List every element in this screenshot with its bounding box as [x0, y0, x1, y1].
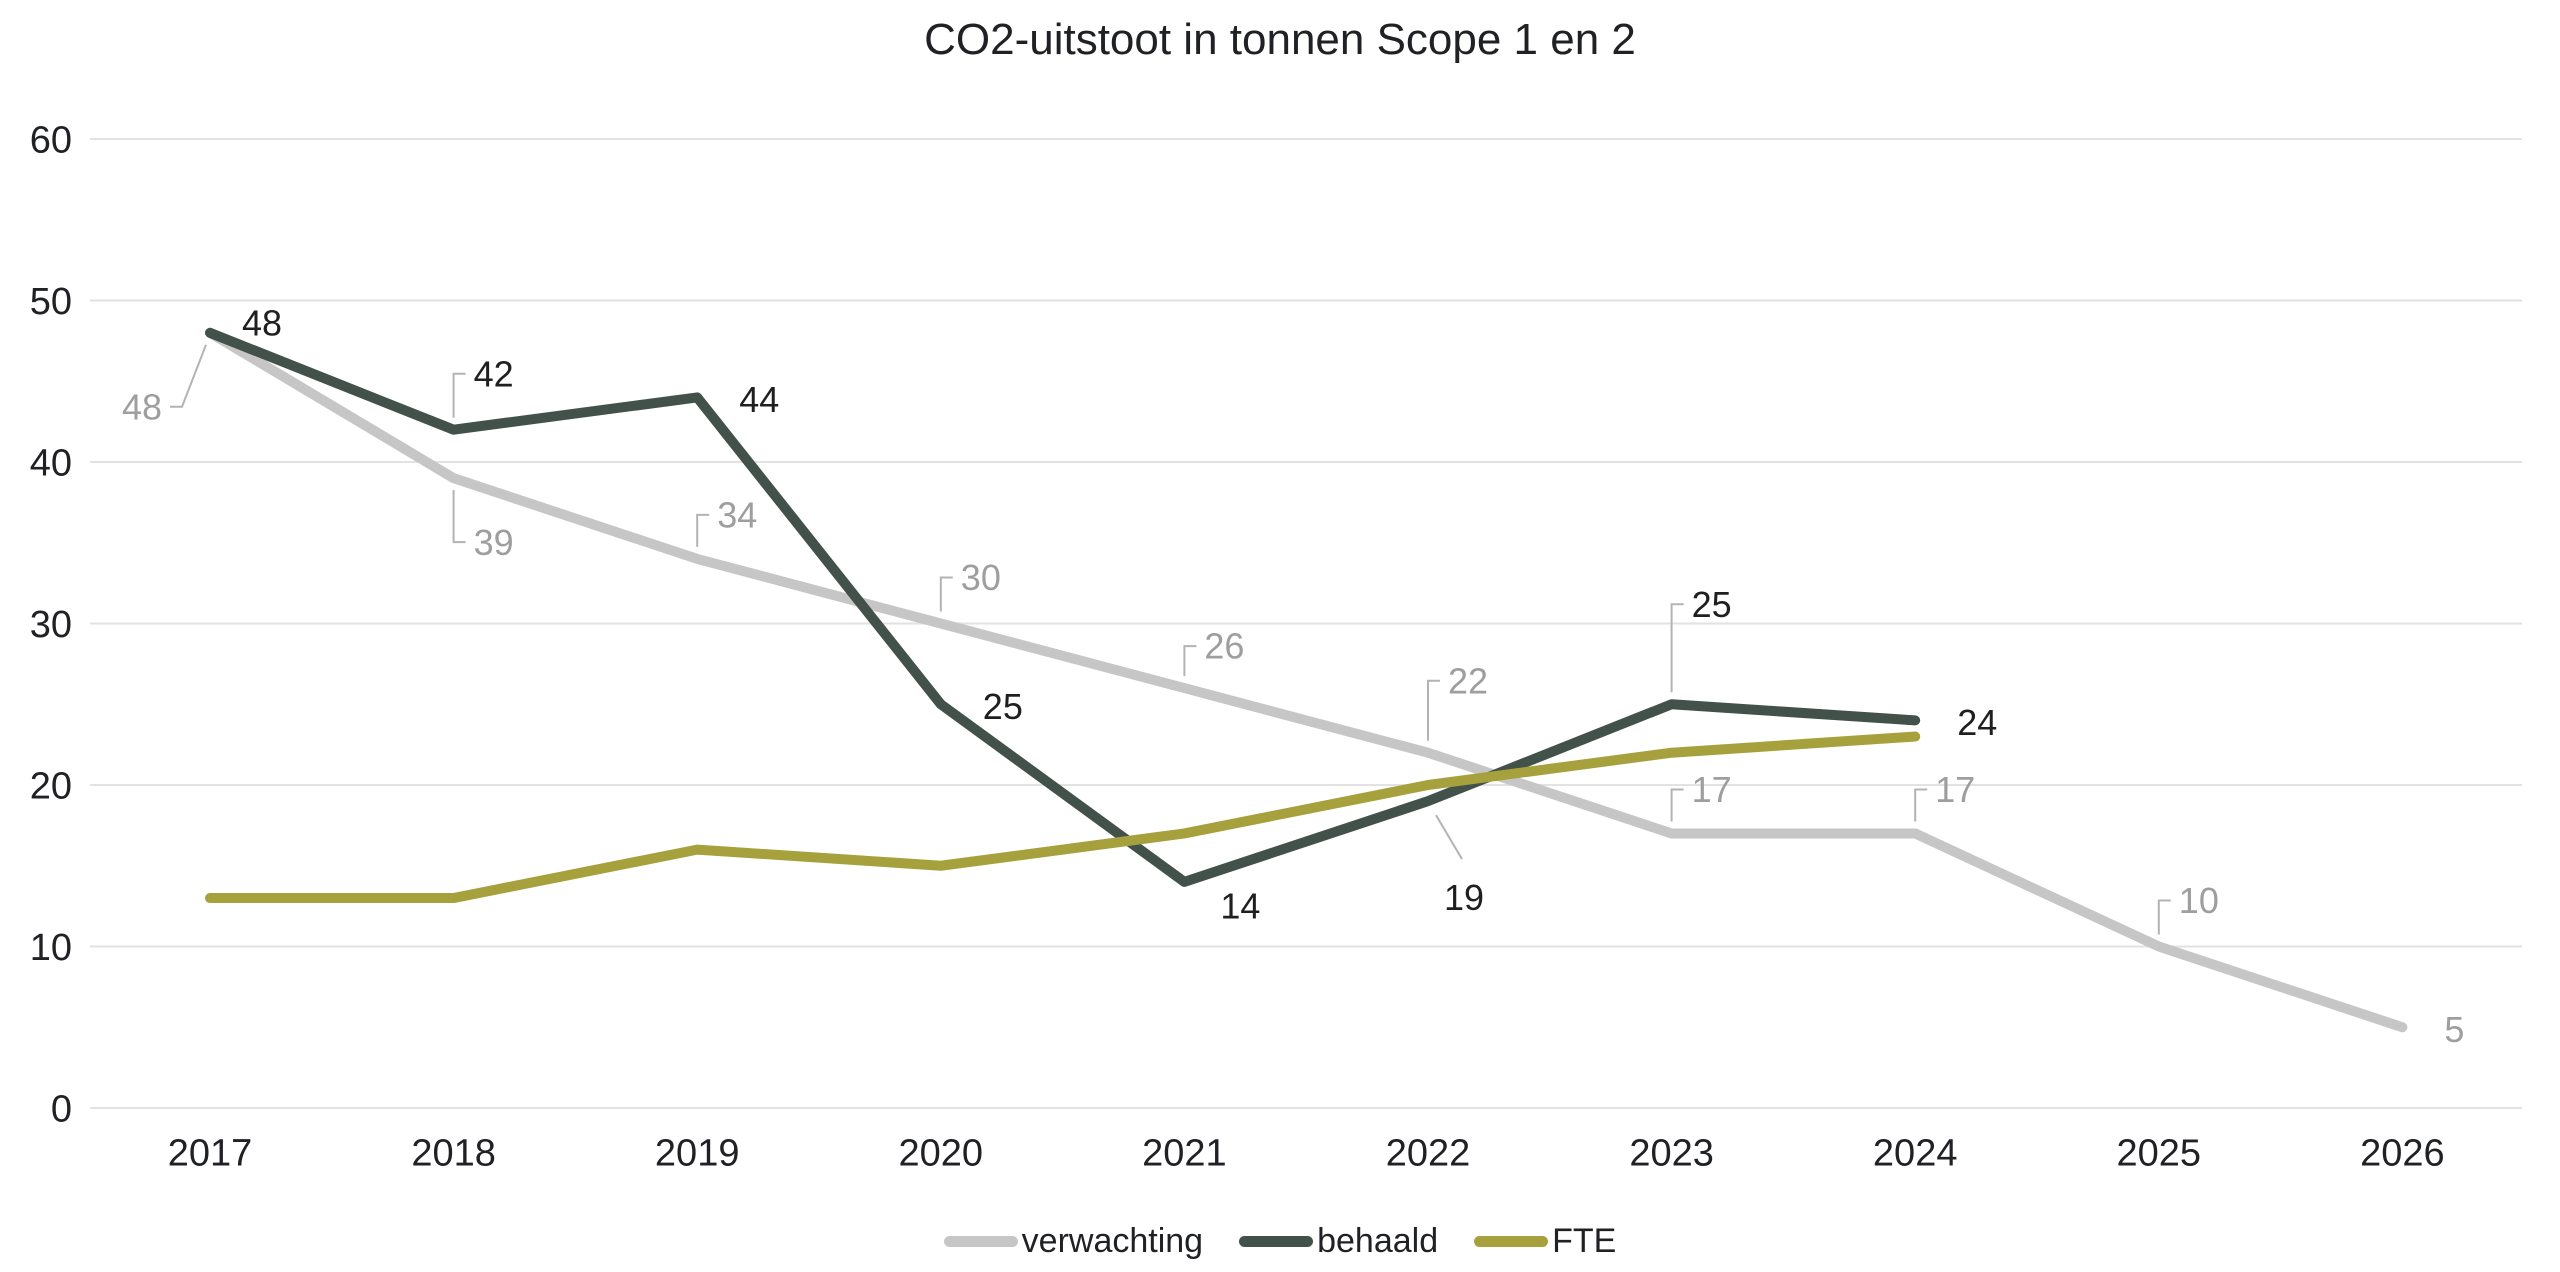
data-label-verwachting-2021: 26: [1204, 626, 1244, 667]
x-axis-label-2024: 2024: [1873, 1132, 1958, 1174]
legend-swatch-FTE: [1474, 1235, 1549, 1247]
data-label-verwachting-2019: 34: [717, 495, 757, 536]
series-line-verwachting[interactable]: [205, 327, 2408, 1033]
label-callout: [1435, 814, 1463, 860]
x-axis-label-2023: 2023: [1629, 1132, 1714, 1174]
data-label-verwachting-2026: 5: [2444, 1009, 2464, 1050]
y-axis-label-50: 50: [30, 281, 72, 323]
legend-swatch-verwachting: [943, 1235, 1018, 1247]
label-callout: [1183, 645, 1197, 677]
x-axis-label-2021: 2021: [1142, 1132, 1227, 1174]
y-axis-label-10: 10: [30, 927, 72, 969]
legend-label-FTE: FTE: [1552, 1221, 1617, 1260]
y-axis-label-40: 40: [30, 442, 72, 484]
label-callout: [696, 513, 710, 547]
y-axis-label-0: 0: [51, 1088, 72, 1130]
x-axis-label-2017: 2017: [168, 1132, 253, 1174]
data-label-behaald-2017: 48: [242, 302, 282, 343]
legend-item-FTE[interactable]: FTE: [1474, 1222, 1616, 1261]
y-axis-label-20: 20: [30, 765, 72, 807]
data-label-verwachting-2024: 17: [1935, 769, 1975, 810]
label-callout: [2157, 899, 2171, 935]
label-callout: [170, 344, 207, 408]
x-axis-label-2026: 2026: [2360, 1132, 2445, 1174]
x-axis-label-2022: 2022: [1386, 1132, 1471, 1174]
legend-label-verwachting: verwachting: [1021, 1221, 1204, 1260]
series-line-FTE[interactable]: [205, 731, 1921, 904]
legend-label-behaald: behaald: [1317, 1221, 1439, 1260]
y-axis-label-30: 30: [30, 604, 72, 646]
data-label-verwachting-2017: 48: [122, 386, 162, 427]
legend-item-verwachting[interactable]: verwachting: [943, 1221, 1204, 1261]
y-axis-label-60: 60: [30, 119, 72, 161]
series-line-behaald[interactable]: [205, 327, 1921, 887]
data-label-behaald-2018: 42: [474, 353, 514, 394]
label-callout: [1670, 603, 1684, 693]
x-axis-label-2020: 2020: [899, 1132, 984, 1174]
data-label-verwachting-2022: 22: [1448, 660, 1488, 701]
x-axis-label-2019: 2019: [655, 1132, 740, 1174]
label-callout: [1914, 788, 1928, 822]
label-callout: [939, 576, 953, 612]
label-callout: [1670, 788, 1684, 822]
data-label-verwachting-2018: 39: [474, 522, 514, 563]
data-label-verwachting-2023: 17: [1692, 769, 1732, 810]
label-callout: [452, 490, 466, 544]
data-label-behaald-2023: 25: [1692, 584, 1732, 625]
data-label-behaald-2021: 14: [1220, 886, 1260, 927]
label-callout: [1427, 679, 1440, 741]
legend-item-behaald[interactable]: behaald: [1239, 1222, 1438, 1261]
data-label-behaald-2019: 44: [739, 379, 779, 420]
data-label-verwachting-2025: 10: [2179, 880, 2219, 921]
data-label-behaald-2022: 19: [1444, 877, 1484, 918]
label-callout: [452, 372, 466, 418]
chart-legend: verwachting behaald FTE: [0, 1218, 2560, 1264]
x-axis-label-2025: 2025: [2117, 1132, 2202, 1174]
data-label-behaald-2024: 24: [1957, 702, 1997, 743]
data-label-behaald-2020: 25: [983, 686, 1023, 727]
legend-swatch-behaald: [1239, 1235, 1314, 1247]
chart-title: CO2-uitstoot in tonnen Scope 1 en 2: [924, 15, 1636, 64]
x-axis-label-2018: 2018: [411, 1132, 496, 1174]
data-label-verwachting-2020: 30: [961, 557, 1001, 598]
